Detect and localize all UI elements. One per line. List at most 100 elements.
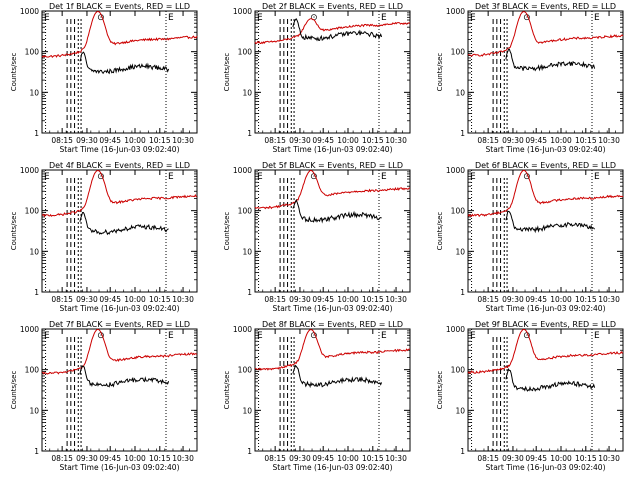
y-tick-label: 10 (455, 406, 465, 415)
series-lld-line (468, 10, 624, 57)
y-tick-label: 10 (29, 88, 39, 97)
plot-frame (41, 169, 198, 293)
sun-marker: ⊙ (523, 13, 531, 23)
y-tick-label: 1 (460, 288, 465, 297)
series-events-line (79, 211, 169, 236)
x-tick-label: 10:15 (575, 454, 597, 463)
series-events-line (292, 18, 383, 42)
plot-frame (467, 169, 624, 293)
x-tick-label: 10:15 (362, 136, 384, 145)
y-axis-label: Counts/sec (10, 371, 18, 410)
y-tick-label: 1000 (233, 325, 252, 334)
y-tick-label: 100 (238, 366, 253, 375)
x-tick-label: 08:15 (477, 136, 499, 145)
series-lld-line (467, 169, 624, 218)
plot-title: Det 6f BLACK = Events, RED = LLD (475, 161, 616, 170)
plot-frame (254, 169, 411, 293)
y-tick-label: 10 (242, 406, 252, 415)
series-events-line (505, 210, 595, 234)
e-marker-right: E (594, 172, 600, 182)
x-tick-label: 10:30 (172, 136, 194, 145)
y-tick-label: 100 (238, 48, 253, 57)
y-tick-label: 1000 (233, 7, 252, 16)
x-tick-label: 10:30 (172, 454, 194, 463)
y-tick-label: 1 (247, 447, 252, 456)
x-tick-label: 09:30 (76, 136, 98, 145)
x-tick-label: 10:30 (385, 295, 407, 304)
e-marker-right: E (594, 331, 600, 341)
plot-title: Det 8f BLACK = Events, RED = LLD (262, 320, 403, 329)
x-tick-label: 08:15 (51, 454, 73, 463)
x-tick-label: 10:15 (149, 136, 171, 145)
x-tick-label: 10:00 (550, 295, 572, 304)
y-tick-label: 1000 (20, 166, 39, 175)
sun-marker: ⊙ (97, 172, 105, 182)
plot-title: Det 3f BLACK = Events, RED = LLD (475, 2, 616, 11)
series-lld-line (467, 329, 624, 374)
series-events-line (79, 365, 170, 388)
y-tick-label: 10 (242, 88, 252, 97)
x-axis-label: Start Time (16-Jun-03 09:02:40) (60, 145, 180, 154)
plot-title: Det 2f BLACK = Events, RED = LLD (262, 2, 403, 11)
series-events-line (292, 198, 382, 224)
plot-frame (467, 328, 624, 452)
x-axis-label: Start Time (16-Jun-03 09:02:40) (60, 304, 180, 313)
x-tick-label: 09:45 (312, 454, 334, 463)
y-axis-label: Counts/sec (223, 53, 231, 92)
plot-frame (254, 10, 411, 134)
y-tick-label: 1 (460, 129, 465, 138)
x-tick-label: 10:15 (575, 295, 597, 304)
x-tick-label: 09:30 (289, 454, 311, 463)
x-tick-label: 10:00 (124, 454, 146, 463)
e-marker-right: E (168, 172, 174, 182)
series-lld-line (41, 328, 198, 375)
y-axis-label: Counts/sec (223, 212, 231, 251)
x-tick-label: 10:00 (337, 454, 359, 463)
y-tick-label: 1 (460, 447, 465, 456)
y-tick-label: 100 (25, 207, 40, 216)
e-marker-right: E (381, 13, 387, 23)
x-tick-label: 08:15 (51, 295, 73, 304)
y-tick-label: 1000 (20, 325, 39, 334)
y-tick-label: 1000 (446, 325, 465, 334)
x-tick-label: 08:15 (264, 295, 286, 304)
y-tick-label: 100 (238, 207, 253, 216)
series-events-line (79, 51, 170, 75)
x-tick-label: 08:15 (264, 136, 286, 145)
y-tick-label: 1 (34, 129, 39, 138)
e-marker-right: E (594, 13, 600, 23)
x-tick-label: 09:30 (76, 295, 98, 304)
x-axis-label: Start Time (16-Jun-03 09:02:40) (273, 145, 393, 154)
x-tick-label: 09:45 (525, 454, 547, 463)
y-axis-label: Counts/sec (436, 53, 444, 92)
e-marker-right: E (168, 13, 174, 23)
y-tick-label: 10 (242, 247, 252, 256)
x-tick-label: 09:45 (99, 295, 121, 304)
x-tick-label: 10:15 (149, 454, 171, 463)
y-axis-label: Counts/sec (10, 53, 18, 92)
x-tick-label: 10:30 (385, 454, 407, 463)
x-tick-label: 10:15 (362, 295, 384, 304)
e-marker-left: E (44, 13, 50, 23)
sun-marker: ⊙ (523, 172, 531, 182)
x-tick-label: 09:45 (99, 454, 121, 463)
y-tick-label: 10 (29, 406, 39, 415)
e-marker-left: E (257, 13, 263, 23)
e-marker-left: E (257, 331, 263, 341)
y-tick-label: 100 (25, 366, 40, 375)
x-axis-label: Start Time (16-Jun-03 09:02:40) (273, 304, 393, 313)
x-tick-label: 09:30 (502, 136, 524, 145)
x-axis-label: Start Time (16-Jun-03 09:02:40) (60, 463, 180, 472)
x-tick-label: 08:15 (477, 454, 499, 463)
e-marker-left: E (470, 13, 476, 23)
y-tick-label: 10 (455, 88, 465, 97)
plot-title: Det 4f BLACK = Events, RED = LLD (49, 161, 190, 170)
e-marker-left: E (257, 172, 263, 182)
y-tick-label: 10 (29, 247, 39, 256)
series-events-line (292, 364, 383, 389)
series-lld-line (41, 10, 198, 58)
y-tick-label: 1000 (446, 166, 465, 175)
x-tick-label: 10:30 (598, 295, 620, 304)
x-axis-label: Start Time (16-Jun-03 09:02:40) (486, 145, 606, 154)
